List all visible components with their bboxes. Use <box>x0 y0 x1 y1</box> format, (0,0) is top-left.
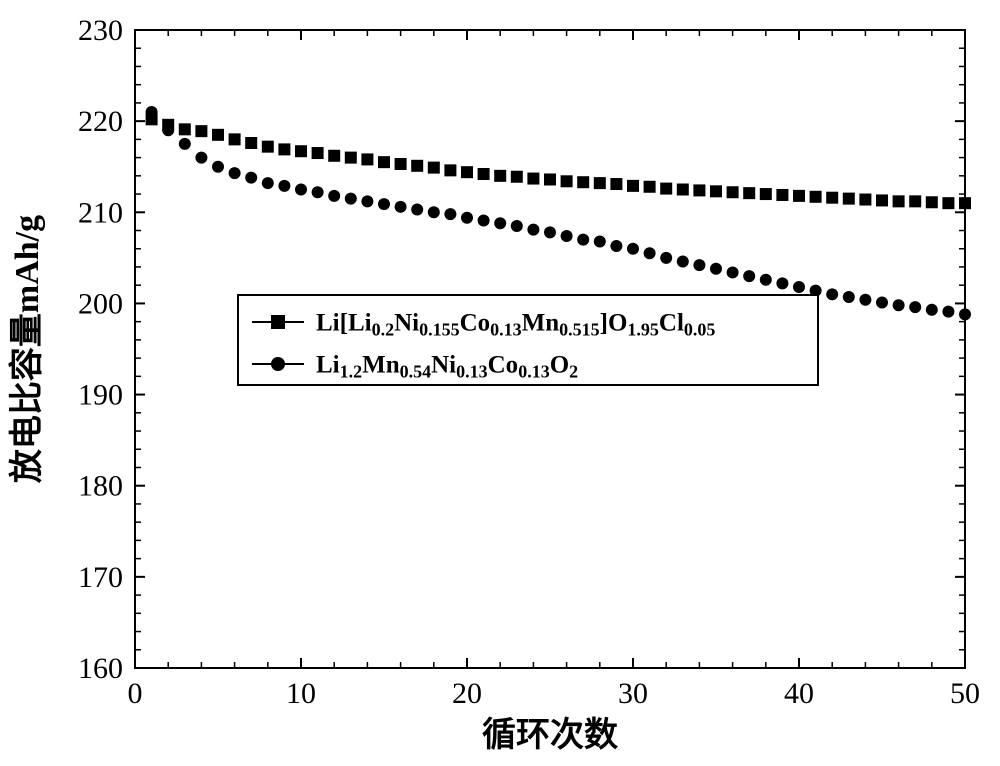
x-tick-label: 10 <box>286 677 316 710</box>
y-axis-label: 放电比容量mAh/g <box>8 215 46 483</box>
y-tick-label: 180 <box>78 470 123 503</box>
x-tick-label: 50 <box>950 677 980 710</box>
x-tick-label: 40 <box>784 677 814 710</box>
x-axis-label: 循环次数 <box>482 716 618 754</box>
x-tick-label: 30 <box>618 677 648 710</box>
x-tick-label: 20 <box>452 677 482 710</box>
y-tick-label: 170 <box>78 561 123 594</box>
y-tick-label: 210 <box>78 196 123 229</box>
capacity-vs-cycle-chart: 0 10 20 30 40 50 160 170 180 190 200 210 220 230 循环次数 放… <box>0 0 1000 766</box>
y-tick-label: 160 <box>78 652 123 685</box>
y-tick-label: 200 <box>78 287 123 320</box>
y-tick-label: 190 <box>78 379 123 412</box>
x-tick-label: 0 <box>128 677 143 710</box>
y-tick-label: 220 <box>78 105 123 138</box>
y-tick-label: 230 <box>78 14 123 47</box>
